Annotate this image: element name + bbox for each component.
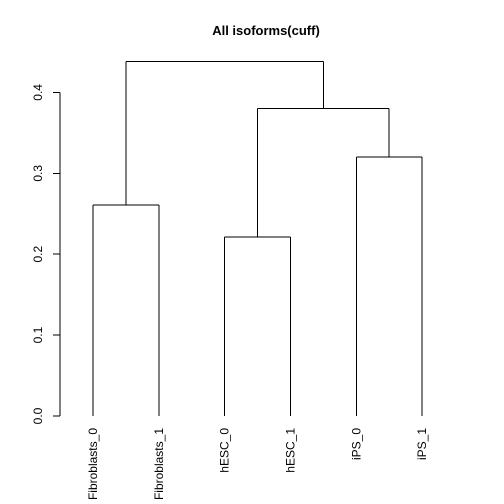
y-axis: 0.0 0.1 0.2 0.3 0.4	[31, 84, 61, 424]
leaf-label: iPS_0	[349, 428, 363, 460]
y-tick-label: 0.3	[31, 165, 45, 182]
leaf-label: Fibroblasts_0	[86, 428, 100, 500]
leaf-labels: Fibroblasts_0 Fibroblasts_1 hESC_0 hESC_1 iP…	[86, 428, 429, 500]
y-tick-label: 0.1	[31, 326, 45, 343]
leaf-label: iPS_1	[415, 428, 429, 460]
leaf-label: hESC_1	[283, 428, 297, 473]
dendrogram-links	[92, 61, 423, 416]
y-tick-label: 0.0	[31, 407, 45, 424]
leaf-label: hESC_0	[218, 428, 232, 473]
chart-title: All isoforms(cuff)	[212, 23, 320, 38]
y-tick-label: 0.4	[31, 84, 45, 101]
y-tick-label: 0.2	[31, 246, 45, 263]
leaf-label: Fibroblasts_1	[152, 428, 166, 500]
